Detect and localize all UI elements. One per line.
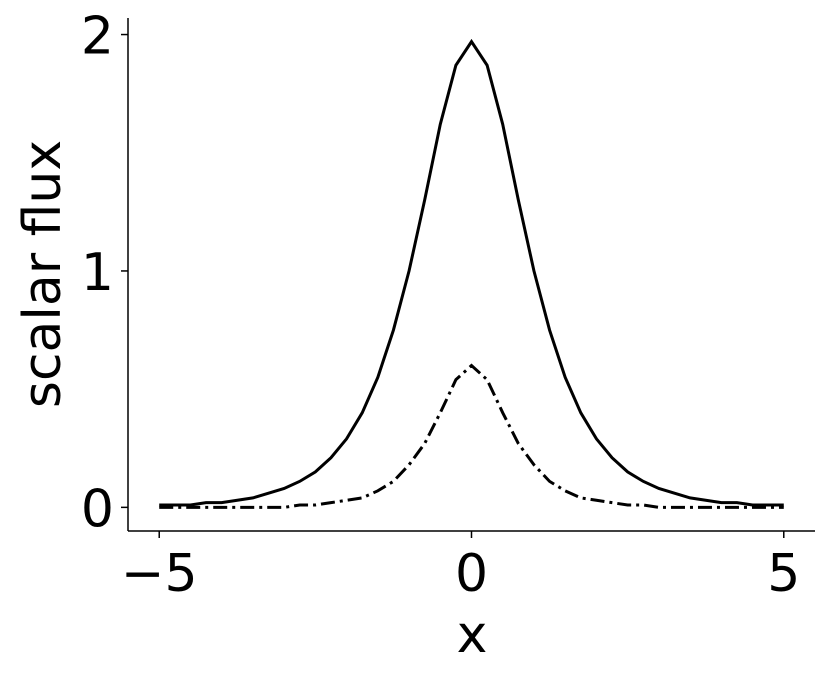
y-tick-label: 2: [81, 7, 114, 67]
x-tick-label: 0: [455, 544, 488, 604]
line-series: [159, 363, 784, 509]
x-tick-label: 5: [767, 544, 800, 604]
y-tick-label: 1: [81, 243, 114, 303]
x-tick-label: −5: [121, 544, 198, 604]
y-tick-label: 0: [81, 479, 114, 539]
line-series: [159, 38, 784, 507]
y-axis-label: scalar flux: [13, 140, 73, 408]
x-axis-label: x: [457, 605, 488, 665]
